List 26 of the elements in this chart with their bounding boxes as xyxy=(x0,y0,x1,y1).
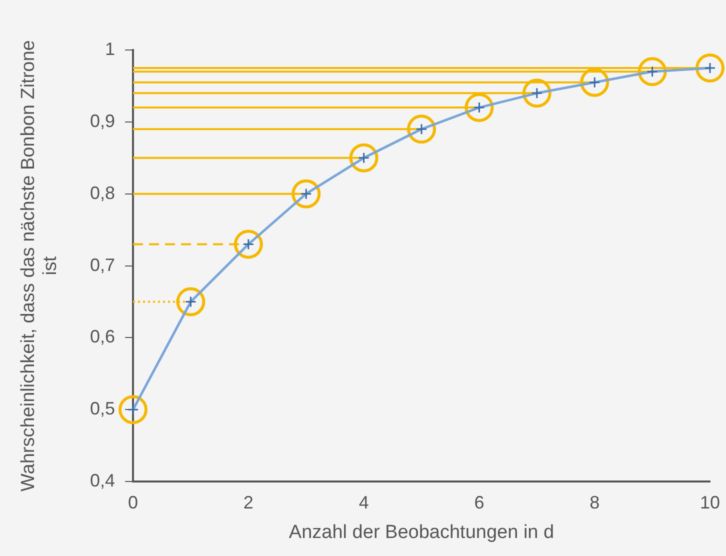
point xyxy=(407,114,436,144)
y-tick-label: 0,4 xyxy=(90,470,116,491)
x-tick-label: 0 xyxy=(128,492,138,512)
y-tick-label: 0,6 xyxy=(90,326,116,347)
y-tick-label: 1 xyxy=(105,38,116,59)
y-tick-label: 0,9 xyxy=(90,110,116,131)
point xyxy=(638,57,667,86)
point xyxy=(464,93,494,122)
x-tick-label: 6 xyxy=(474,492,484,512)
y-tick-label: 0,7 xyxy=(90,254,116,275)
point xyxy=(176,287,206,316)
point xyxy=(118,395,148,424)
point xyxy=(522,78,552,108)
y-tick-label: 0,5 xyxy=(90,398,116,419)
point xyxy=(234,230,263,259)
point xyxy=(696,53,724,82)
point xyxy=(292,179,321,208)
y-axis-title: Wahrscheinlichkeit, dass das nächste Bonbon Zitrone ist xyxy=(18,40,62,492)
point xyxy=(349,143,378,172)
x-tick-label: 2 xyxy=(243,492,254,512)
x-tick-label: 4 xyxy=(358,492,369,512)
x-axis-title: Anzahl der Beobachtungen in d xyxy=(288,522,554,543)
y-tick-label: 0,8 xyxy=(90,182,116,203)
point xyxy=(580,68,610,97)
x-tick-label: 8 xyxy=(590,492,600,512)
x-tick-label: 10 xyxy=(700,492,720,512)
